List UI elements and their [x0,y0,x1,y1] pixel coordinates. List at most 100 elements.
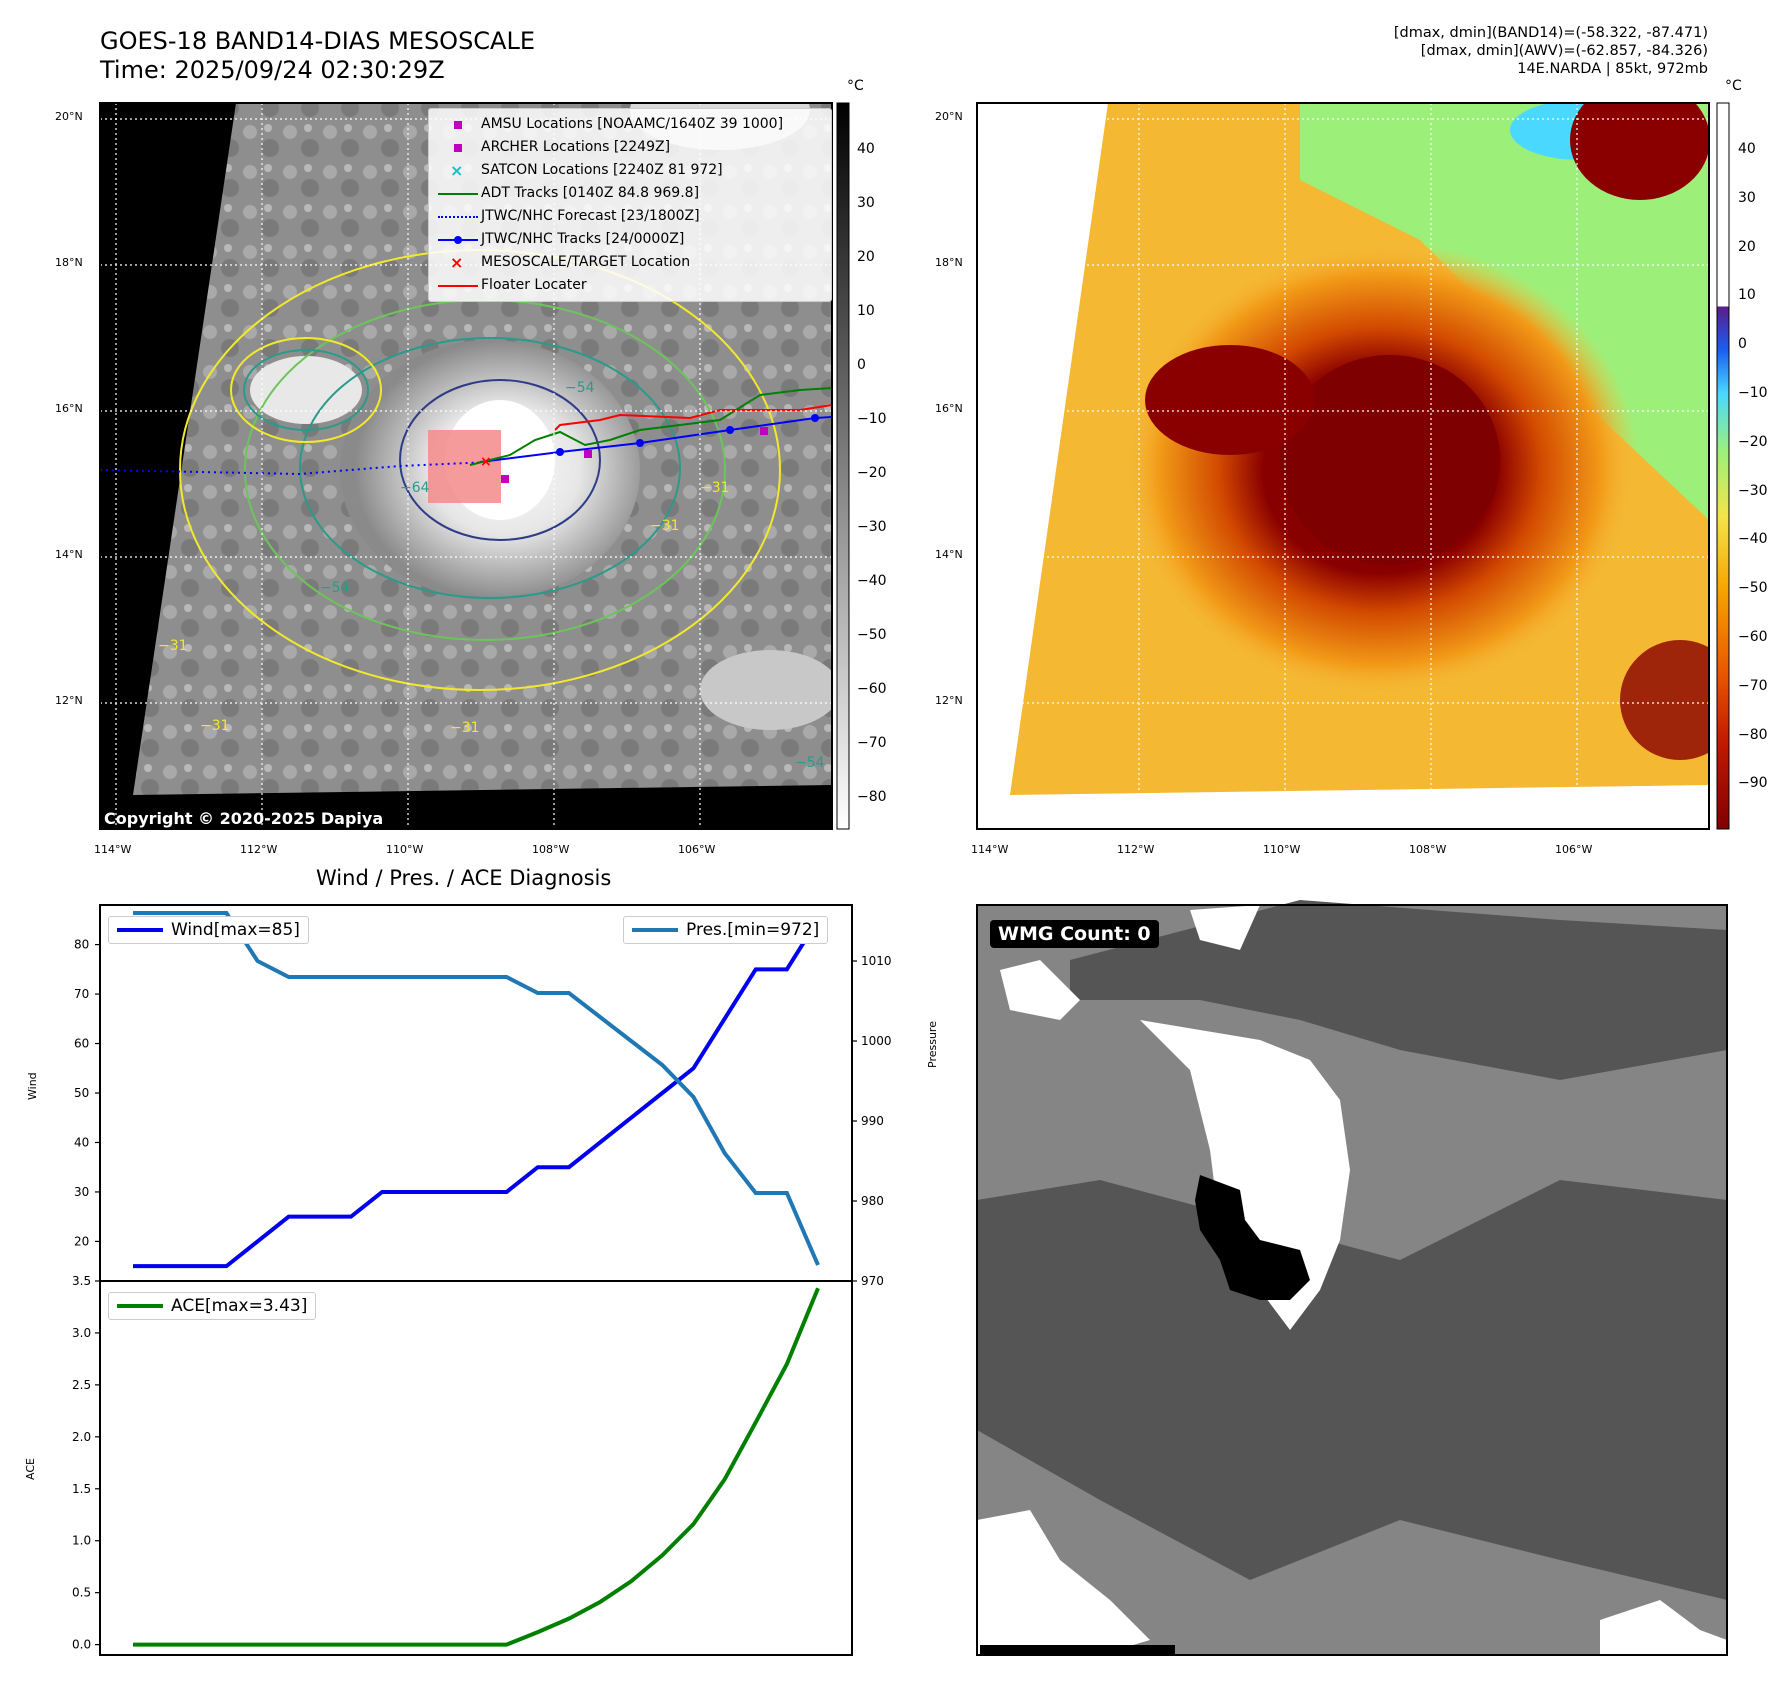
ir-cloud-southeast [700,650,832,730]
ir-lon-tick: 112°W [240,843,278,856]
wind-tick-label: 60 [74,1037,89,1051]
ace-legend: ACE[max=3.43] [108,1292,317,1320]
wmg-black-eye [1195,1175,1310,1300]
legend-label: JTWC/NHC Forecast [23/1800Z] [481,208,700,224]
ir-cbar-tick: 20 [857,249,875,265]
awv-cbar-tick: 40 [1738,141,1756,157]
ir-lat-tick: 20°N [55,110,83,123]
awv-cold-west [1145,345,1315,455]
ace-tick-label: 2.5 [72,1378,91,1392]
ir-lon-tick: 108°W [532,843,570,856]
awv-cbar-tick: −10 [1738,385,1768,401]
ir-colorbar-unit: °C [847,78,864,94]
storm-info: 14E.NARDA | 85kt, 972mb [1517,61,1708,77]
wmg-count-badge: WMG Count: 0 [990,920,1159,948]
legend-item-adt: ADT Tracks [0140Z 84.8 969.8] [435,182,825,205]
ace-y-axis: 0.0 0.5 1.0 1.5 2.0 2.5 3.0 3.5 [72,1274,100,1652]
ace-plot-frame [99,1280,853,1656]
pressure-tick-label: 990 [861,1114,884,1128]
ir-cloud-west [250,356,362,424]
wind-pressure-plot-frame [99,904,853,1282]
ace-tick-label: 3.0 [72,1326,91,1340]
wmg-white-patch [1000,960,1080,1020]
wind-legend-swatch [117,928,163,932]
wmg-panel [977,900,1727,1655]
ace-tick-label: 1.5 [72,1482,91,1496]
ir-cbar-tick: −70 [857,735,887,751]
band14-range: [dmax, dmin](BAND14)=(-58.322, -87.471) [1393,25,1708,41]
legend-label: MESOSCALE/TARGET Location [481,254,691,270]
wind-line [133,918,820,1269]
awv-lat-tick: 16°N [935,402,963,415]
ir-cbar-tick: −80 [857,789,887,805]
pressure-axis-label: Pressure [926,1021,939,1068]
awv-cbar-tick: −30 [1738,483,1768,499]
ir-contour-label: −31 [158,638,188,654]
wmg-black-strip [980,1645,1175,1655]
pressure-tick-label: 1010 [861,954,892,968]
wmg-white-patch [1600,1600,1727,1655]
ir-colorbar [836,102,850,830]
awv-cbar-tick: −70 [1738,678,1768,694]
awv-lon-tick: 114°W [971,843,1009,856]
ir-contour-label: −64 [400,480,430,496]
ir-contour-teal [299,337,681,599]
ace-legend-label: ACE[max=3.43] [171,1296,308,1316]
ir-cbar-tick: −60 [857,681,887,697]
jtwc-point [811,414,819,422]
legend-item-jtwc-forecast: JTWC/NHC Forecast [23/1800Z] [435,205,825,228]
wind-legend: Wind[max=85] [108,916,309,944]
awv-cbar-tick: −80 [1738,727,1768,743]
ir-lon-tick: 110°W [386,843,424,856]
legend-item-floater: Floater Locater [435,274,825,297]
ir-contour-label: −54 [565,380,595,396]
ir-cbar-tick: 40 [857,141,875,157]
floater-track [554,404,832,431]
ir-lon-tick: 114°W [94,843,132,856]
pressure-y-axis: 970 980 990 1000 1010 [852,954,892,1288]
awv-gridlines [977,103,1709,829]
jtwc-point [636,439,644,447]
legend-item-jtwc-tracks: JTWC/NHC Tracks [24/0000Z] [435,228,825,251]
jtwc-forecast-track [100,461,491,476]
awv-lat-tick: 12°N [935,694,963,707]
awv-cbar-tick: 20 [1738,239,1756,255]
wind-tick-label: 70 [74,987,89,1001]
wmg-white-patch [1190,905,1260,950]
wind-tick-label: 20 [74,1234,89,1248]
pressure-legend-label: Pres.[min=972] [686,920,820,940]
mesoscale-target-box [428,430,501,503]
ir-map-frame [99,102,833,830]
legend-item-archer: ARCHER Locations [2249Z] [435,136,825,159]
ir-cbar-tick: 0 [857,357,866,373]
legend-item-amsu: AMSU Locations [NOAAMC/1640Z 39 1000] [435,113,825,136]
figure-time: Time: 2025/09/24 02:30:29Z [100,56,445,84]
wind-tick-label: 40 [74,1135,89,1149]
awv-cbar-tick: 30 [1738,190,1756,206]
ir-map-legend: AMSU Locations [NOAAMC/1640Z 39 1000] AR… [428,108,832,302]
wmg-dark-band-south [977,1180,1727,1600]
ir-lat-tick: 16°N [55,402,83,415]
ace-line [133,1287,820,1647]
wind-tick-label: 30 [74,1185,89,1199]
awv-range: [dmax, dmin](AWV)=(-62.857, -84.326) [1420,43,1708,59]
ir-cbar-tick: −20 [857,465,887,481]
wind-pressure-chart: 20 30 40 50 60 70 80 970 980 990 1000 1010 [74,904,892,1288]
ir-lat-tick: 12°N [55,694,83,707]
ir-lon-tick: 106°W [678,843,716,856]
awv-cbar-tick: −20 [1738,434,1768,450]
pressure-tick-label: 970 [861,1274,884,1288]
amsu-location-marker [584,450,592,458]
ir-lat-tick: 14°N [55,548,83,561]
ir-contour-label: −31 [450,720,480,736]
awv-cbar-tick: 0 [1738,336,1747,352]
pressure-series [133,911,820,1266]
awv-cbar-tick: −90 [1738,775,1768,791]
legend-item-mesoscale: × MESOSCALE/TARGET Location [435,251,825,274]
pressure-tick-label: 1000 [861,1034,892,1048]
ir-cbar-tick: 30 [857,195,875,211]
legend-item-satcon: × SATCON Locations [2240Z 81 972] [435,159,825,182]
ace-tick-label: 1.0 [72,1534,91,1548]
ace-tick-label: 0.0 [72,1638,91,1652]
ir-cbar-tick: −50 [857,627,887,643]
